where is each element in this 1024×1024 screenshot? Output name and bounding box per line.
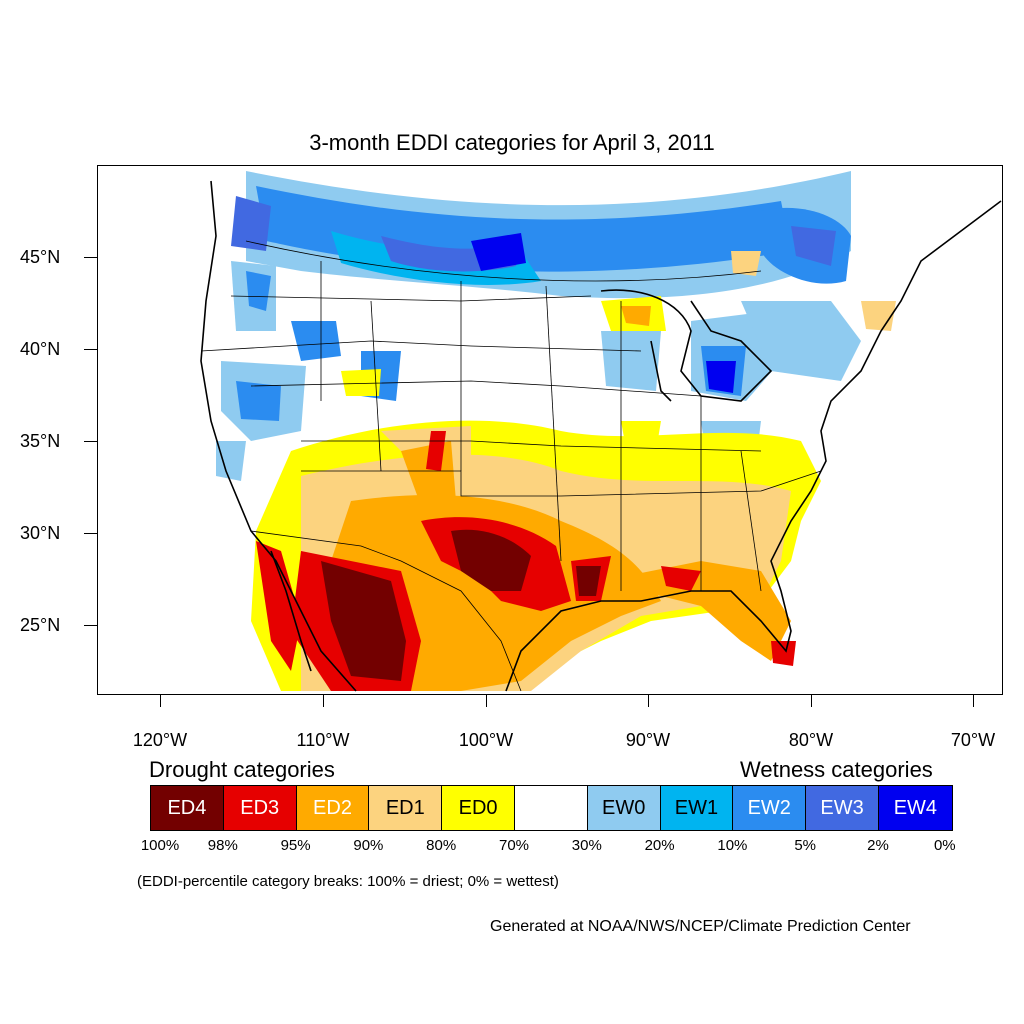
lat-tick xyxy=(84,533,97,534)
percentile-label: 70% xyxy=(498,837,530,854)
percentile-label: 20% xyxy=(644,837,675,854)
lon-tick xyxy=(486,695,487,707)
lat-tick xyxy=(84,349,97,350)
legend-box-ew3: EW3 xyxy=(806,786,879,830)
coastlines xyxy=(200,180,1002,692)
lon-label-100: 100°W xyxy=(458,730,514,750)
percentile-label: 98% xyxy=(207,837,238,854)
lat-label-35: 35°N xyxy=(20,431,61,451)
eddi-map xyxy=(97,165,1003,695)
lon-tick xyxy=(323,695,324,707)
lon-tick xyxy=(811,695,812,707)
legend-box-ew4: EW4 xyxy=(878,786,952,830)
legend-box-ew1: EW1 xyxy=(660,786,734,830)
wetness-field xyxy=(216,171,861,481)
percentile-label: 2% xyxy=(867,837,889,854)
map-canvas xyxy=(200,171,1002,692)
credit-line: Generated at NOAA/NWS/NCEP/Climate Predi… xyxy=(490,918,911,935)
category-legend: ED4 ED3 ED2 ED1 ED0 EW0 EW1 EW2 EW3 EW4 xyxy=(150,785,953,831)
lat-label-40: 40°N xyxy=(20,339,61,359)
lon-label-70: 70°W xyxy=(950,730,996,750)
percentile-label: 10% xyxy=(717,837,748,854)
percentile-label: 90% xyxy=(353,837,384,854)
lat-tick xyxy=(84,441,97,442)
percentile-label: 30% xyxy=(571,837,602,854)
drought-field xyxy=(251,251,896,691)
lat-label-45: 45°N xyxy=(20,247,61,267)
percentile-label: 95% xyxy=(280,837,311,854)
lat-label-30: 30°N xyxy=(20,523,61,543)
legend-box-ed2: ED2 xyxy=(296,786,370,830)
category-note: (EDDI-percentile category breaks: 100% =… xyxy=(137,873,559,890)
lon-tick xyxy=(160,695,161,707)
legend-box-ew0: EW0 xyxy=(587,786,661,830)
lon-label-80: 80°W xyxy=(788,730,834,750)
drought-heading: Drought categories xyxy=(149,757,335,782)
legend-box-ed4: ED4 xyxy=(151,786,224,830)
wetness-heading: Wetness categories xyxy=(740,757,933,782)
percentile-label: 0% xyxy=(933,837,956,854)
map-title: 3-month EDDI categories for April 3, 201… xyxy=(309,130,715,155)
lat-tick xyxy=(84,625,97,626)
legend-box-ed3: ED3 xyxy=(223,786,297,830)
state-borders xyxy=(200,240,822,692)
percentile-label: 100% xyxy=(140,837,180,854)
lon-label-110: 110°W xyxy=(296,730,350,750)
legend-box-neutral xyxy=(514,786,588,830)
legend-box-ew2: EW2 xyxy=(733,786,807,830)
percentile-label: 80% xyxy=(426,837,457,854)
lat-label-25: 25°N xyxy=(20,615,61,635)
legend-box-ed1: ED1 xyxy=(369,786,443,830)
lon-tick xyxy=(648,695,649,707)
lon-tick xyxy=(973,695,974,707)
percentile-label: 5% xyxy=(794,837,817,854)
legend-box-ed0: ED0 xyxy=(442,786,515,830)
lon-label-120: 120°W xyxy=(132,730,188,750)
lat-tick xyxy=(84,257,97,258)
lon-label-90: 90°W xyxy=(625,730,671,750)
